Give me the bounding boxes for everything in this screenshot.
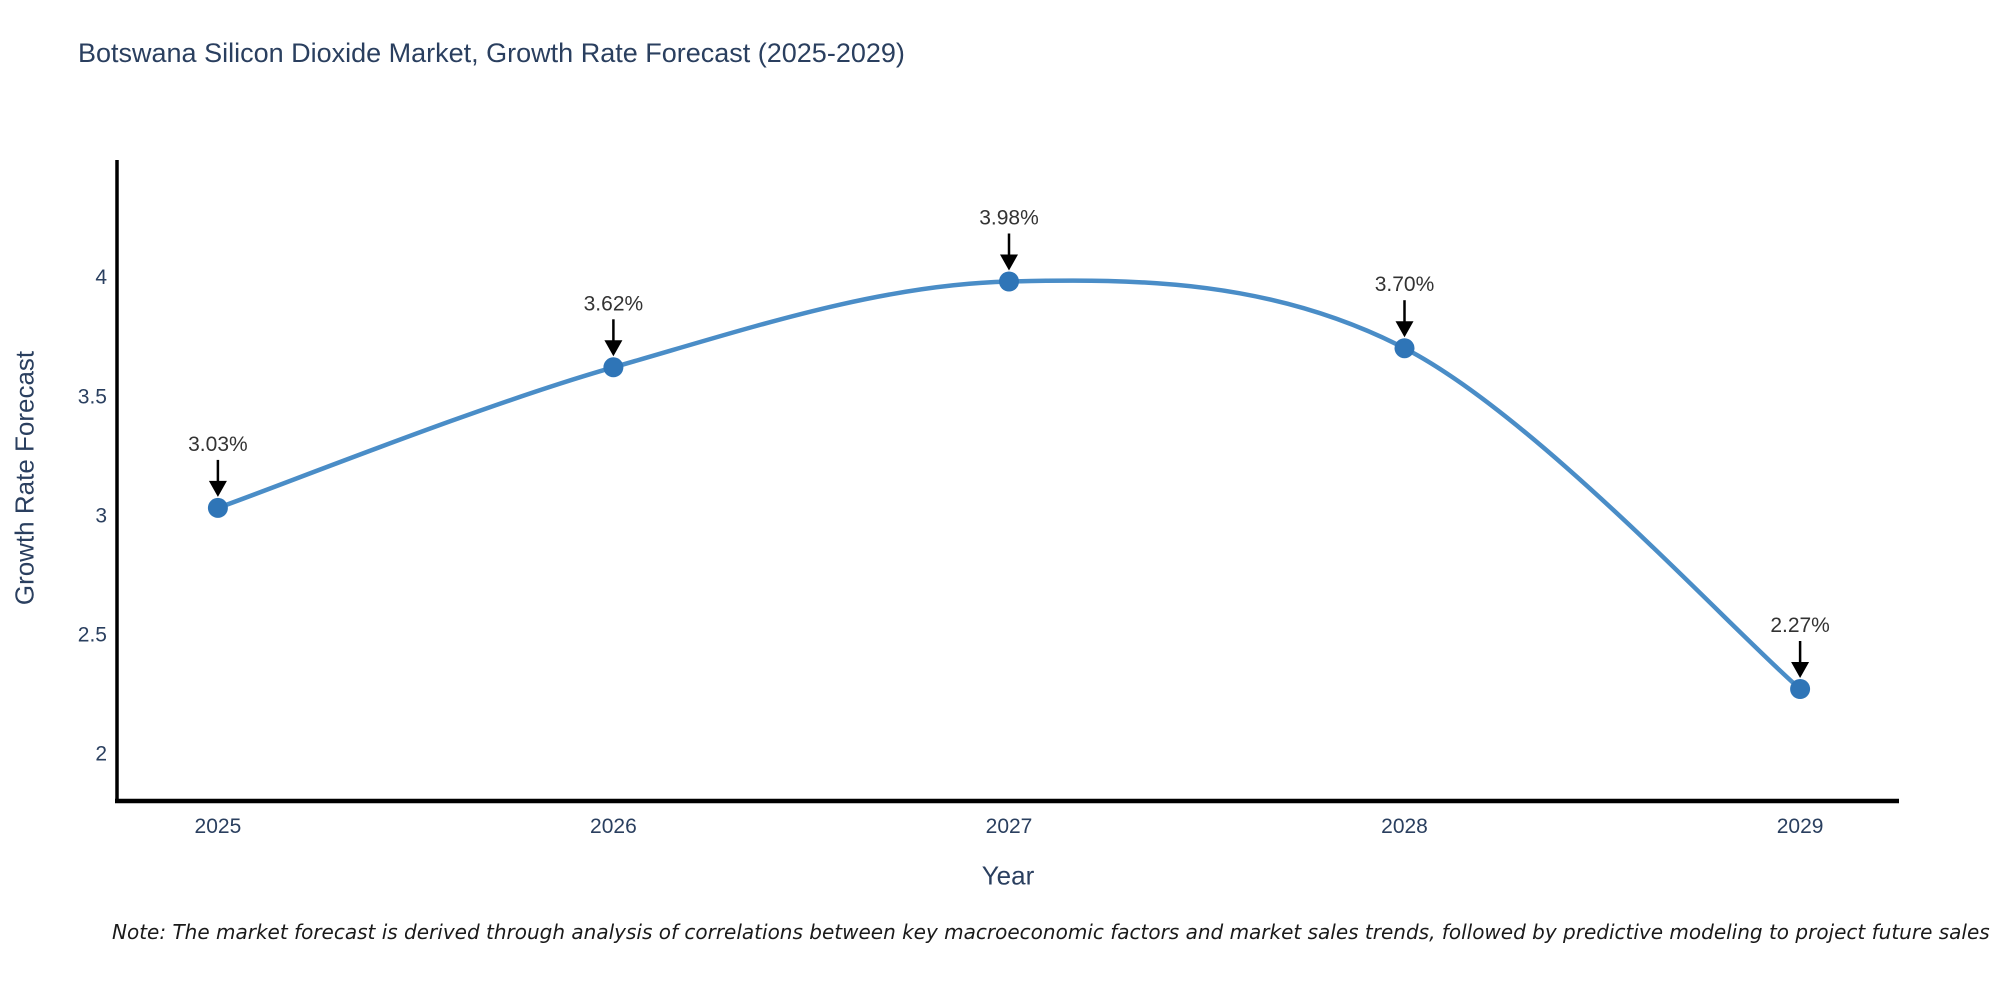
data-point-marker[interactable] bbox=[207, 497, 228, 518]
annotation-arrow-head bbox=[1000, 254, 1018, 271]
annotation-arrow-head bbox=[1395, 321, 1414, 338]
annotation-arrow-head bbox=[604, 340, 623, 357]
y-tick-label: 2 bbox=[95, 743, 107, 766]
footnote-text: Note: The market forecast is derived thr… bbox=[112, 920, 1990, 944]
y-tick-label: 3 bbox=[95, 504, 107, 527]
annotation-arrow-head bbox=[1791, 662, 1810, 678]
data-point-marker[interactable] bbox=[999, 271, 1019, 292]
chart-title: Botswana Silicon Dioxide Market, Growth … bbox=[78, 38, 905, 68]
x-tick-label: 2027 bbox=[986, 815, 1033, 838]
y-axis-title: Growth Rate Forecast bbox=[9, 350, 40, 606]
data-point-annotation: 3.70% bbox=[1375, 273, 1435, 296]
x-axis-title: Year bbox=[981, 860, 1035, 891]
x-tick-label: 2026 bbox=[590, 815, 637, 838]
data-point-marker[interactable] bbox=[1790, 679, 1811, 699]
data-point-marker[interactable] bbox=[603, 357, 624, 378]
data-point-annotation: 3.62% bbox=[584, 292, 644, 315]
x-tick-label: 2028 bbox=[1381, 815, 1428, 838]
y-tick-label: 3.5 bbox=[78, 385, 107, 408]
trend-line bbox=[215, 278, 1803, 692]
data-point-annotation: 3.03% bbox=[188, 433, 248, 456]
data-point-annotation: 2.27% bbox=[1770, 614, 1830, 637]
y-tick-label: 2.5 bbox=[78, 624, 107, 647]
x-tick-label: 2025 bbox=[195, 815, 242, 838]
data-point-annotation: 3.98% bbox=[979, 207, 1039, 230]
x-tick-label: 2029 bbox=[1777, 815, 1824, 838]
y-tick-label: 4 bbox=[95, 266, 107, 289]
annotation-arrow-head bbox=[208, 480, 227, 497]
data-point-marker[interactable] bbox=[1394, 338, 1415, 359]
